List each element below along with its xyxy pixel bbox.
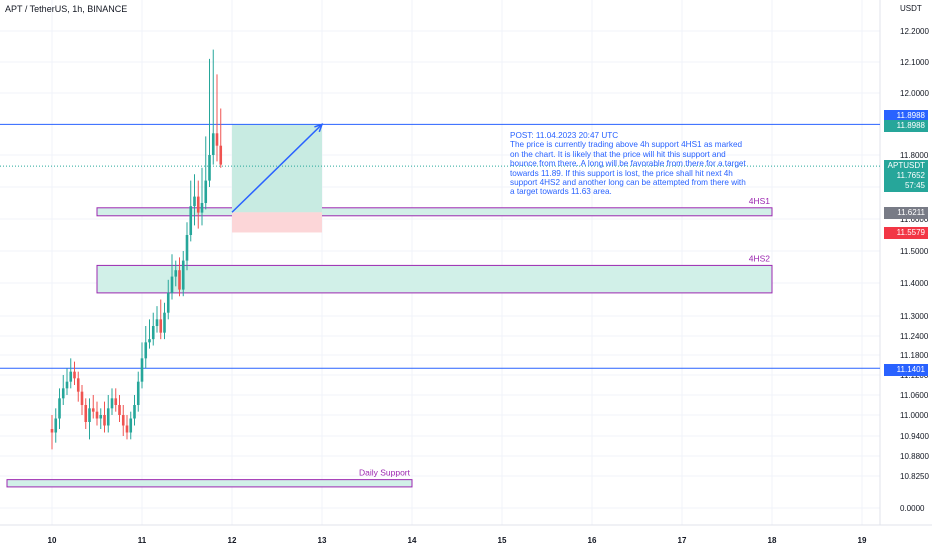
- candle-body: [125, 425, 129, 433]
- price-tag: 11.7652: [884, 170, 928, 182]
- analysis-note: POST: 11.04.2023 20:47 UTC The price is …: [510, 131, 750, 197]
- candle-body: [121, 415, 125, 426]
- price-tag: APTUSDT: [884, 160, 928, 172]
- candle-body: [204, 180, 208, 203]
- candle-body: [110, 398, 114, 409]
- candle-body: [118, 405, 121, 415]
- support-zone: [96, 207, 773, 217]
- candle-body: [166, 292, 170, 313]
- y-tick-label: 11.6000: [900, 215, 929, 224]
- x-tick-label: 17: [678, 536, 687, 545]
- zone-label: Daily Support: [359, 468, 411, 478]
- candle-body: [58, 398, 61, 419]
- candle-body: [219, 145, 223, 165]
- currency-label: USDT: [900, 4, 922, 13]
- y-tick-label: 12.0000: [900, 89, 929, 98]
- candle-body: [148, 339, 151, 343]
- candle-body: [65, 381, 69, 389]
- candle-body: [170, 276, 174, 293]
- y-tick-label: 11.5000: [900, 247, 929, 256]
- y-tick-label: 10.8250: [900, 472, 929, 481]
- candle-body: [163, 312, 166, 333]
- zone-label: 4HS2: [749, 253, 771, 263]
- candle-body: [54, 418, 58, 433]
- price-tag: 57:45: [884, 180, 928, 192]
- x-tick-label: 19: [858, 536, 867, 545]
- candle-body: [114, 398, 118, 405]
- y-tick-label: 0.0000: [900, 504, 925, 513]
- candle-body: [136, 381, 140, 405]
- candle-body: [133, 405, 136, 419]
- note-title: POST: 11.04.2023 20:47 UTC: [510, 131, 619, 140]
- candle-body: [129, 418, 133, 433]
- y-tick-label: 11.8000: [900, 151, 929, 160]
- loss-zone: [232, 212, 322, 233]
- candle-body: [185, 235, 189, 261]
- note-body: The price is currently trading above 4h …: [510, 140, 746, 197]
- candle-body: [193, 196, 196, 207]
- y-tick-label: 11.0600: [900, 391, 929, 400]
- y-tick-label: 10.8800: [900, 452, 929, 461]
- candle-body: [95, 411, 99, 419]
- support-zone: [96, 264, 773, 294]
- candle-body: [103, 415, 106, 426]
- candle-body: [155, 319, 159, 326]
- y-tick-label: 11.2400: [900, 332, 929, 341]
- x-tick-label: 18: [768, 536, 777, 545]
- y-tick-label: 10.9400: [900, 432, 929, 441]
- candle-body: [69, 371, 73, 382]
- candle-body: [106, 408, 110, 426]
- y-tick-label: 11.1800: [900, 351, 929, 360]
- candle-body: [99, 415, 103, 419]
- candle-body: [80, 391, 84, 405]
- candle-body: [215, 133, 219, 146]
- price-tag: 11.8988: [884, 120, 928, 132]
- y-tick-label: 11.3000: [900, 312, 929, 321]
- candle-body: [76, 378, 80, 392]
- candle-body: [144, 342, 148, 359]
- x-tick-label: 14: [408, 536, 417, 545]
- trend-arrow: [231, 123, 323, 213]
- symbol-title: APT / TetherUS, 1h, BINANCE: [5, 4, 128, 14]
- x-tick-label: 15: [498, 536, 507, 545]
- x-tick-label: 12: [228, 536, 237, 545]
- candle-body: [84, 405, 88, 422]
- y-tick-label: 12.2000: [900, 27, 929, 36]
- y-tick-label: 11.0000: [900, 411, 929, 420]
- candle-body: [151, 326, 155, 340]
- candle-body: [200, 203, 204, 213]
- candle-body: [174, 270, 178, 277]
- support-zone: [6, 479, 413, 488]
- candle-body: [178, 270, 181, 290]
- price-tag: 11.5579: [884, 227, 928, 239]
- candle-body: [196, 196, 200, 213]
- candle-body: [88, 408, 91, 422]
- candle-body: [208, 155, 211, 181]
- candle-body: [159, 319, 163, 333]
- x-tick-label: 13: [318, 536, 327, 545]
- candle-body: [189, 206, 193, 235]
- candle-body: [91, 408, 95, 412]
- candle-body: [140, 358, 144, 382]
- candle-body: [181, 260, 185, 290]
- x-tick-label: 16: [588, 536, 597, 545]
- candle-body: [50, 429, 54, 433]
- candle-body: [211, 133, 215, 155]
- y-tick-label: 11.4000: [900, 279, 929, 288]
- price-tag: 11.6211: [884, 207, 928, 219]
- zone-label: 4HS1: [749, 196, 771, 206]
- x-tick-label: 11: [138, 536, 147, 545]
- price-tag: 11.1401: [884, 364, 928, 376]
- x-tick-label: 10: [48, 536, 57, 545]
- candle-body: [61, 388, 65, 399]
- candle-body: [73, 371, 76, 379]
- price-tag: 11.8988: [884, 110, 928, 122]
- y-tick-label: 12.1000: [900, 58, 929, 67]
